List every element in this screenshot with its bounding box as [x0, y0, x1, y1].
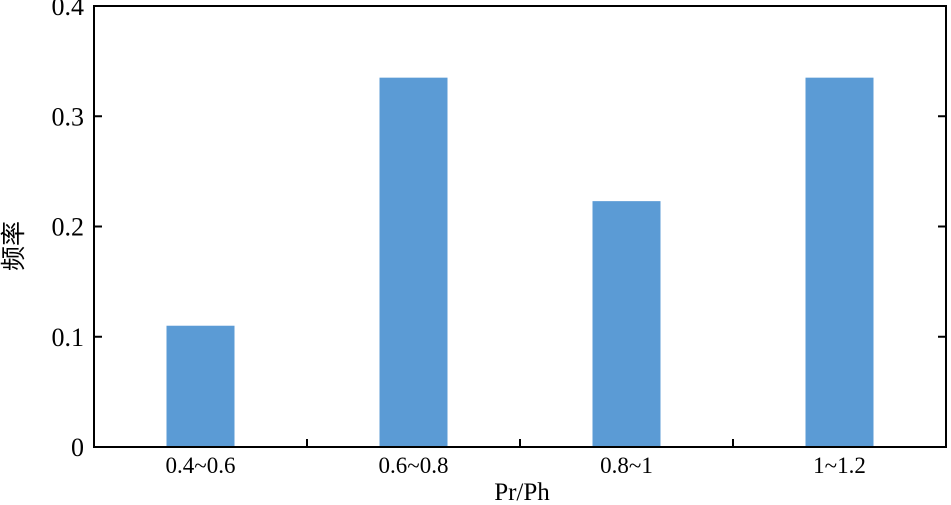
y-tick-label: 0.3: [52, 102, 85, 131]
y-ticks-group: 0 0.1 0.2 0.3 0.4: [52, 0, 946, 462]
y-tick-label: 0: [71, 433, 84, 462]
x-tick-label: 1~1.2: [813, 453, 866, 478]
x-tick-label: 0.8~1: [600, 453, 653, 478]
x-tick-label: 0.4~0.6: [166, 453, 236, 478]
bar-1: [379, 77, 448, 447]
y-tick-label: 0.2: [52, 213, 85, 242]
x-tick-label: 0.6~0.8: [379, 453, 449, 478]
bars-group: [166, 77, 874, 447]
x-axis-label: Pr/Ph: [494, 479, 550, 505]
x-ticks-group: 0.4~0.6 0.6~0.8 0.8~1 1~1.2: [166, 439, 866, 478]
bar-0: [166, 325, 235, 447]
bar-3: [805, 77, 874, 447]
y-tick-label: 0.1: [52, 323, 85, 352]
bar-2: [592, 201, 661, 447]
y-tick-label: 0.4: [52, 0, 85, 21]
y-axis-label: 频率: [0, 221, 28, 271]
